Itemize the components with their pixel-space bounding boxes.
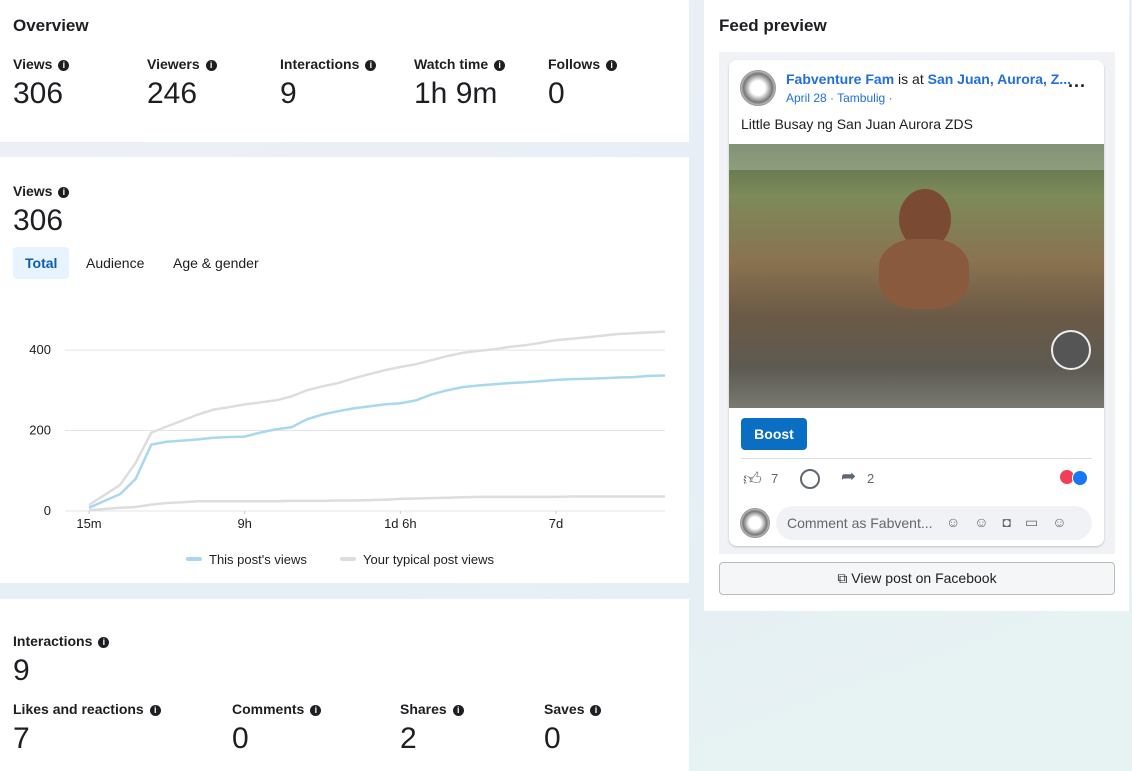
feed-preview-card: Feed preview Fabventure Fam is at San Ju… — [704, 0, 1129, 611]
metric-label: Views i — [13, 56, 70, 72]
views-card: Views i 306 Total Audience Age & gender 0… — [0, 157, 689, 583]
info-icon[interactable]: i — [58, 60, 70, 71]
metric-label: Watch time i — [414, 56, 506, 72]
metric-label: Viewers i — [147, 56, 217, 72]
love-reaction — [1060, 470, 1074, 484]
like-count: 7 — [771, 471, 779, 486]
comment-icon[interactable] — [800, 469, 820, 489]
info-icon[interactable]: i — [494, 60, 506, 71]
chart: 0 200 400 15m 9h 1d 6h 7d This post's views Your… — [29, 330, 666, 567]
post-meta: April 28 · Tambulig · — [786, 91, 893, 105]
view-post-button[interactable]: ⧉ View post on Facebook — [719, 562, 1115, 595]
comment-placeholder: Comment as Fabvent... — [787, 515, 933, 531]
metric-value: 306 — [13, 77, 64, 110]
avatar — [740, 70, 776, 106]
comment-icons[interactable]: ☺☺◘▭☺ — [946, 514, 1081, 530]
info-icon[interactable]: i — [58, 187, 70, 198]
x-tick-label: 9h — [237, 516, 251, 531]
commenter-avatar — [740, 508, 770, 538]
comment-box[interactable]: Comment as Fabvent... ☺☺◘▭☺ — [776, 506, 1092, 540]
label: Saves — [544, 701, 585, 717]
y-tick-label: 400 — [29, 342, 51, 357]
page-name[interactable]: Fabventure Fam — [786, 71, 895, 87]
interactions-label: Interactions i — [13, 633, 110, 649]
info-icon[interactable]: i — [365, 60, 377, 71]
metric-value: 9 — [280, 77, 297, 110]
is-at: is at — [898, 71, 924, 87]
x-tick-label: 15m — [76, 516, 101, 531]
button-label: View post on Facebook — [851, 570, 997, 586]
interactions-value: 9 — [13, 654, 30, 687]
video-band — [729, 144, 1104, 170]
overview-title: Overview — [13, 16, 89, 35]
series-line — [88, 374, 666, 509]
tab[interactable]: Age & gender — [173, 255, 259, 271]
info-icon[interactable]: i — [606, 60, 618, 71]
label: Interactions — [13, 633, 93, 649]
metric-value: 2 — [400, 722, 417, 755]
tab[interactable]: Audience — [86, 255, 145, 271]
label: Likes and reactions — [13, 701, 144, 717]
info-icon[interactable]: i — [310, 705, 322, 716]
legend-swatch — [186, 557, 202, 561]
info-icon[interactable]: i — [452, 705, 464, 716]
metric-value: 0 — [232, 722, 249, 755]
share-count: 2 — [867, 471, 875, 486]
metric-value: 7 — [13, 722, 30, 755]
label: Viewers — [147, 56, 200, 72]
label: Interactions — [280, 56, 360, 72]
metric-label: Likes and reactions i — [13, 701, 161, 717]
metric-label: Interactions i — [280, 56, 377, 72]
feed-title: Feed preview — [719, 16, 827, 35]
x-tick-label: 7d — [549, 516, 563, 531]
location[interactable]: San Juan, Aurora, Z... — [927, 71, 1072, 87]
metric-label: Saves i — [544, 701, 602, 717]
overview-card: Overview Views i 306 Viewers i 246 Interaction… — [0, 0, 689, 142]
views-label: Views i — [13, 183, 70, 199]
legend-label: Your typical post views — [363, 552, 495, 567]
person-body — [879, 239, 969, 309]
legend-label: This post's views — [209, 552, 307, 567]
info-icon[interactable]: i — [205, 60, 217, 71]
metric-label: Follows i — [548, 56, 618, 72]
share-icon[interactable]: ➦ — [841, 466, 857, 486]
label: Shares — [400, 701, 447, 717]
metric-value: 0 — [548, 77, 565, 110]
watermark — [1051, 330, 1091, 370]
interactions-card: Interactions i 9 Likes and reactions i 7 Com… — [0, 599, 689, 771]
label: Views — [13, 56, 53, 72]
series-line — [88, 330, 666, 507]
info-icon[interactable]: i — [98, 637, 110, 648]
label: Watch time — [414, 56, 489, 72]
divider — [741, 458, 1092, 459]
label: Follows — [548, 56, 601, 72]
label: Comments — [232, 701, 305, 717]
series-line — [88, 495, 665, 512]
metric-label: Shares i — [400, 701, 464, 717]
metric-value: 0 — [544, 722, 561, 755]
label: Views — [13, 183, 53, 199]
post-video[interactable] — [729, 144, 1104, 408]
views-value: 306 — [13, 204, 64, 237]
tab[interactable]: Total — [13, 247, 70, 279]
like-icon[interactable]: 👍︎ — [743, 469, 762, 489]
info-icon[interactable]: i — [149, 705, 161, 716]
legend-swatch — [340, 557, 356, 561]
metric-label: Comments i — [232, 701, 322, 717]
metric-value: 1h 9m — [414, 77, 498, 110]
boost-button[interactable]: Boost — [741, 418, 807, 450]
y-tick-label: 0 — [44, 503, 51, 518]
x-tick-label: 1d 6h — [384, 516, 417, 531]
y-tick-label: 200 — [29, 423, 51, 438]
post: Fabventure Fam is at San Juan, Aurora, Z… — [729, 60, 1104, 546]
like-reaction — [1072, 470, 1088, 486]
info-icon[interactable]: i — [590, 705, 602, 716]
metric-value: 246 — [147, 77, 198, 110]
post-text: Little Busay ng San Juan Aurora ZDS — [741, 116, 973, 132]
more-menu[interactable]: ··· — [1068, 76, 1086, 96]
post-header: Fabventure Fam is at San Juan, Aurora, Z… — [786, 71, 1071, 87]
